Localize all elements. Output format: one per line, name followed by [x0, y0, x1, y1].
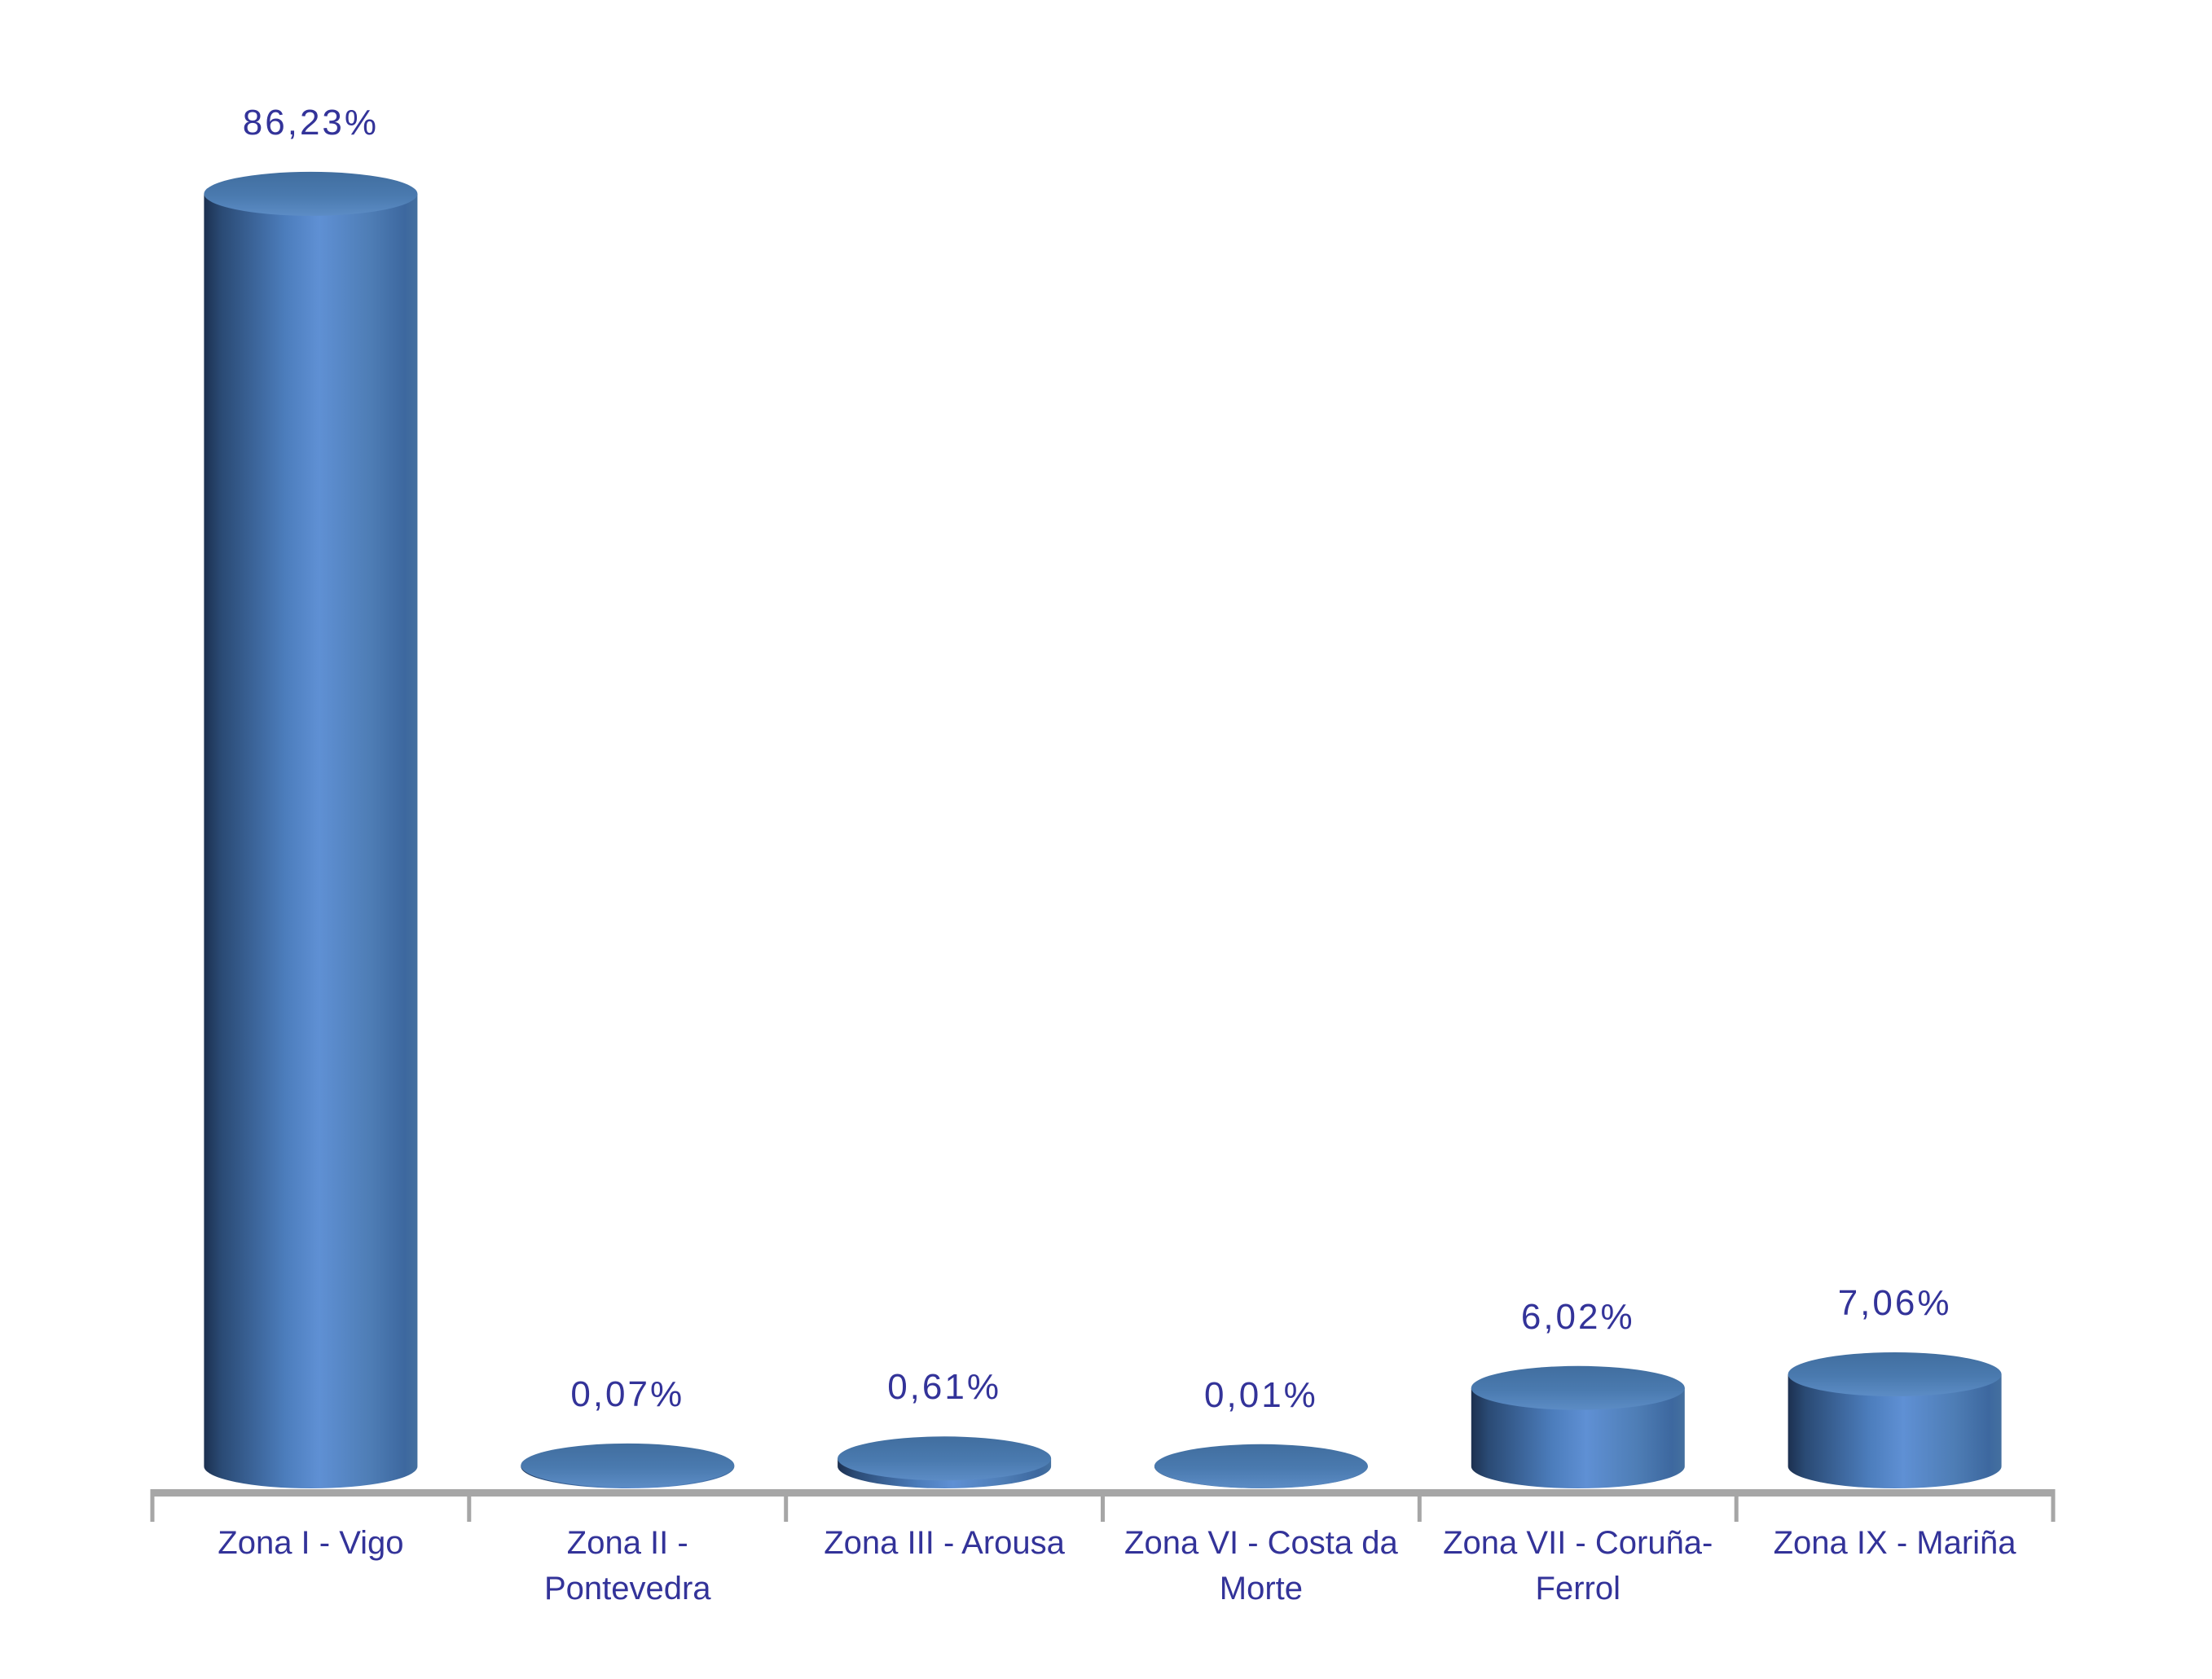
- cylinder-top: [838, 1436, 1052, 1481]
- cylinder-top: [1788, 1352, 2002, 1396]
- axis-tick: [467, 1489, 472, 1522]
- data-label-2: 0,61%: [887, 1367, 1001, 1408]
- category-label-5: Zona IX - Mariña: [1773, 1525, 2016, 1561]
- axis-tick: [1734, 1489, 1739, 1522]
- bar-cylinder-0: [204, 171, 418, 1489]
- bar-cylinder-2: [838, 1436, 1052, 1488]
- cylinder-side: [1788, 1374, 2002, 1488]
- cylinder-top: [204, 171, 418, 216]
- axis-tick: [150, 1489, 155, 1522]
- cylinder-side: [1471, 1387, 1685, 1488]
- axis-tick: [2051, 1489, 2056, 1522]
- bar-cylinder-4: [1471, 1365, 1685, 1488]
- bar-cylinder-3: [1154, 1444, 1368, 1488]
- category-label-2: Zona III - Arousa: [824, 1525, 1065, 1561]
- category-axis-line: [152, 1489, 2053, 1497]
- cylinder-top: [521, 1443, 735, 1488]
- data-label-3: 0,01%: [1204, 1374, 1318, 1415]
- category-label-4: Zona VII - Coruña- Ferrol: [1443, 1525, 1713, 1606]
- data-label-5: 7,06%: [1837, 1283, 1952, 1323]
- axis-tick: [1417, 1489, 1422, 1522]
- cylinder-side: [204, 193, 418, 1489]
- cylinder-top: [1154, 1444, 1368, 1488]
- data-label-1: 0,07%: [570, 1374, 685, 1414]
- category-label-3: Zona VI - Costa da Morte: [1124, 1525, 1398, 1606]
- bar-cylinder-1: [521, 1443, 735, 1488]
- data-label-0: 86,23%: [242, 102, 380, 143]
- category-label-0: Zona I - Vigo: [218, 1525, 404, 1561]
- data-label-4: 6,02%: [1520, 1296, 1635, 1337]
- axis-tick: [1101, 1489, 1105, 1522]
- cylinder-top: [1471, 1365, 1685, 1410]
- axis-tick: [784, 1489, 789, 1522]
- bar-cylinder-5: [1788, 1352, 2002, 1488]
- category-label-1: Zona II - Pontevedra: [543, 1525, 711, 1606]
